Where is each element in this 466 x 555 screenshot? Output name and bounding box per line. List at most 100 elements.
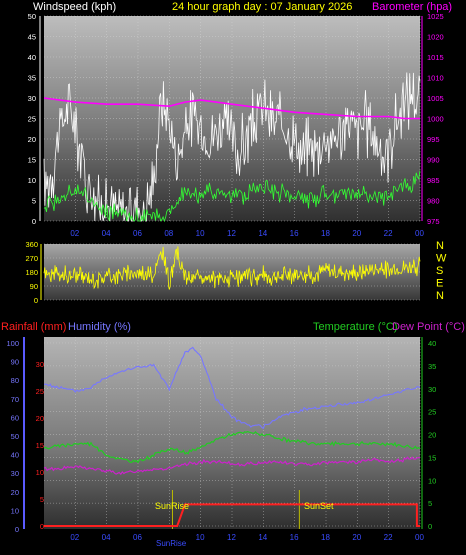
windspeed-tick: 25 (28, 115, 36, 124)
temperature-tick: 25 (428, 408, 436, 417)
humidity-tick: 90 (11, 358, 19, 367)
temperature-tick: 0 (428, 522, 432, 531)
barometer-axis: 975 980 985 990 995 1000 1005 1010 1015 1020 1025 (421, 12, 444, 226)
x-tick-label: 14 (258, 229, 267, 238)
direction-tick: 180 (25, 268, 38, 277)
wind-series (43, 72, 421, 223)
x-tick-label: 04 (102, 229, 111, 238)
windspeed-tick: 45 (28, 33, 36, 42)
windspeed-tick: 10 (28, 176, 36, 185)
dew-point-line (43, 456, 421, 476)
rain-tick: 30 (36, 360, 44, 369)
x-tick-label: 10 (196, 229, 205, 238)
barometer-tick: 1005 (427, 94, 444, 103)
windspeed-title: Windspeed (kph) (33, 1, 116, 13)
sunrise-axis-label: SunRise (156, 539, 187, 548)
temperature-tick: 10 (428, 476, 436, 485)
x-tick-label: 02 (70, 533, 79, 542)
temp-panel-grid (44, 337, 421, 529)
x-tick-label: 00 (415, 229, 424, 238)
temperature-tick: 30 (428, 385, 436, 394)
x-tick-label: 08 (164, 229, 173, 238)
direction-series (43, 246, 421, 290)
direction-letter: W (436, 253, 447, 265)
windspeed-tick: 20 (28, 135, 36, 144)
direction-axis: 0 90 180 270 360 (25, 240, 42, 305)
barometer-tick: 1010 (427, 74, 444, 83)
x-tick-label: 20 (352, 229, 361, 238)
humidity-axis: 0 10 20 30 40 50 60 70 80 90 100 (6, 337, 25, 534)
temperature-line (43, 430, 421, 464)
x-tick-label: 10 (196, 533, 205, 542)
windspeed-axis: 0 5 10 15 20 25 30 35 40 45 50 (28, 12, 41, 226)
direction-letter: N (436, 290, 444, 302)
x-tick-label: 06 (133, 533, 142, 542)
barometer-tick: 985 (427, 176, 440, 185)
windspeed-tick: 35 (28, 74, 36, 83)
direction-tick: 360 (25, 240, 38, 249)
barometer-tick: 990 (427, 156, 440, 165)
sunset-label: SunSet (304, 501, 334, 511)
humidity-tick: 20 (11, 488, 19, 497)
barometer-line (43, 97, 420, 120)
barometer-tick: 1020 (427, 33, 444, 42)
x-tick-label: 02 (70, 229, 79, 238)
rain-tick: 5 (40, 495, 44, 504)
rain-tick: 0 (40, 522, 44, 531)
barometer-title: Barometer (hpa) (372, 1, 452, 13)
temp-series (43, 346, 421, 529)
barometer-tick: 1015 (427, 53, 444, 62)
x-tick-label: 04 (102, 533, 111, 542)
humidity-tick: 70 (11, 395, 19, 404)
direction-letter: N (436, 240, 444, 252)
windspeed-tick: 5 (32, 197, 36, 206)
humidity-tick: 30 (11, 469, 19, 478)
x-tick-label: 20 (352, 533, 361, 542)
sunrise-label: SunRise (155, 501, 189, 511)
temperature-title: Temperature (°C) (313, 321, 397, 333)
humidity-tick: 100 (6, 339, 19, 348)
direction-letter: S (436, 265, 443, 277)
barometer-tick: 1025 (427, 12, 444, 21)
temperature-tick: 40 (428, 339, 436, 348)
graph-day-title: 24 hour graph day : 07 January 2026 (172, 1, 352, 13)
humidity-tick: 40 (11, 451, 19, 460)
temperature-tick: 5 (428, 499, 432, 508)
rain-tick: 10 (36, 468, 44, 477)
wind-x-axis: 02 04 06 08 10 12 14 16 18 20 22 00 (70, 229, 424, 238)
temperature-axis: 0 5 10 15 20 25 30 35 40 (421, 337, 436, 531)
x-tick-label: 12 (227, 533, 236, 542)
dew-point-title: Dew Point (°C) (392, 321, 465, 333)
humidity-tick: 10 (11, 506, 19, 515)
rainfall-line (44, 503, 420, 527)
barometer-tick: 995 (427, 135, 440, 144)
x-tick-label: 16 (290, 229, 299, 238)
humidity-title: Humidity (%) (68, 321, 131, 333)
temperature-tick: 20 (428, 431, 436, 440)
direction-letter: E (436, 278, 443, 290)
rain-tick: 20 (36, 414, 44, 423)
rainfall-title: Rainfall (mm) (1, 321, 66, 333)
rain-tick: 15 (36, 441, 44, 450)
barometer-tick: 975 (427, 217, 440, 226)
x-tick-label: 22 (384, 229, 393, 238)
rainfall-axis: 0 5 10 15 20 25 30 (36, 360, 44, 531)
humidity-tick: 50 (11, 432, 19, 441)
direction-tick: 0 (34, 296, 38, 305)
temperature-tick: 15 (428, 453, 436, 462)
humidity-tick: 0 (15, 525, 19, 534)
direction-tick: 90 (30, 282, 38, 291)
x-tick-label: 12 (227, 229, 236, 238)
x-tick-label: 06 (133, 229, 142, 238)
wind-average-line (43, 170, 421, 223)
windspeed-tick: 50 (28, 12, 36, 21)
x-tick-label: 18 (321, 533, 330, 542)
wind-direction-line (43, 246, 421, 290)
windspeed-tick: 40 (28, 53, 36, 62)
rain-tick: 25 (36, 387, 44, 396)
x-tick-label: 18 (321, 229, 330, 238)
barometer-tick: 980 (427, 197, 440, 206)
x-tick-label: 22 (384, 533, 393, 542)
